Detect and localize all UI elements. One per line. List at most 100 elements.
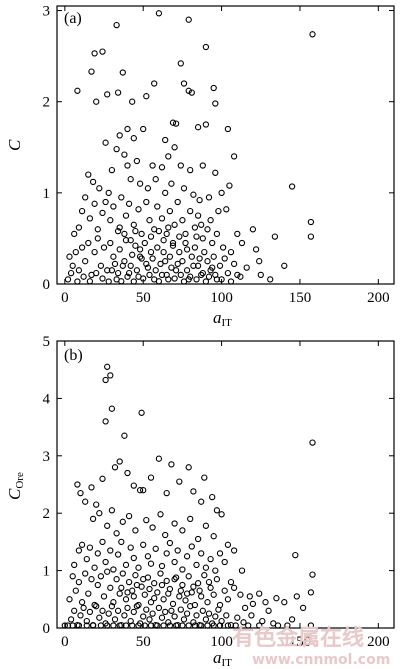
- data-point: [97, 573, 105, 580]
- data-point: [166, 622, 174, 629]
- data-point: [121, 612, 128, 619]
- data-point: [265, 607, 272, 614]
- data-point: [121, 230, 128, 238]
- data-point: [91, 200, 98, 207]
- data-point: [176, 233, 183, 240]
- data-point: [155, 604, 163, 612]
- scatter-points-a: [64, 10, 316, 285]
- data-point: [135, 601, 142, 609]
- data-point: [71, 561, 78, 569]
- data-point: [193, 276, 200, 283]
- x-axis-label-b: aIT: [213, 648, 232, 669]
- data-point: [171, 558, 178, 566]
- data-point: [199, 607, 206, 614]
- data-point: [152, 176, 159, 183]
- data-point: [155, 10, 163, 17]
- data-point: [179, 217, 186, 224]
- data-point: [185, 87, 192, 94]
- data-point: [99, 48, 106, 55]
- data-point: [127, 544, 134, 551]
- data-point: [118, 538, 125, 546]
- data-point: [238, 239, 246, 247]
- data-point: [136, 487, 144, 494]
- data-point: [187, 166, 194, 174]
- data-point: [135, 206, 142, 213]
- data-point: [69, 262, 76, 269]
- data-point: [210, 622, 217, 629]
- watermark: 有色金属在线 www.cnnmol.com: [232, 625, 390, 668]
- plot-frame-b: [56, 340, 395, 629]
- data-point: [202, 121, 210, 128]
- data-point: [127, 176, 134, 183]
- data-point: [221, 558, 228, 566]
- data-point: [226, 182, 233, 189]
- data-point: [130, 278, 137, 285]
- data-point: [118, 278, 125, 285]
- data-point: [133, 581, 141, 589]
- data-point: [116, 622, 123, 629]
- data-point: [171, 520, 178, 527]
- data-point: [187, 515, 194, 523]
- data-point: [201, 572, 208, 579]
- data-point: [243, 264, 250, 271]
- data-point: [71, 607, 78, 614]
- data-point: [147, 622, 155, 629]
- data-point: [224, 622, 232, 629]
- data-point: [256, 258, 263, 265]
- data-point: [215, 606, 222, 613]
- data-point: [129, 251, 136, 258]
- y-axis-label-a: C: [5, 139, 24, 151]
- y-tick-label: 5: [43, 334, 51, 350]
- data-point: [93, 269, 100, 277]
- data-point: [180, 185, 188, 192]
- data-point: [187, 603, 194, 610]
- data-point: [102, 198, 109, 206]
- data-point: [204, 258, 211, 265]
- data-point: [183, 590, 191, 597]
- data-point: [121, 258, 128, 265]
- data-point: [160, 248, 167, 256]
- data-point: [138, 255, 145, 262]
- data-point: [193, 612, 200, 619]
- data-point: [171, 275, 178, 282]
- data-point: [245, 622, 252, 629]
- data-point: [129, 622, 136, 629]
- data-point: [104, 91, 111, 98]
- data-point: [96, 510, 103, 517]
- data-point: [67, 269, 75, 277]
- data-point: [227, 578, 235, 586]
- data-point: [113, 530, 120, 537]
- data-point: [149, 255, 156, 262]
- data-point: [124, 273, 131, 280]
- data-point: [99, 209, 106, 217]
- data-point: [194, 580, 202, 587]
- data-point: [160, 622, 167, 629]
- data-point: [172, 120, 180, 127]
- data-point: [190, 619, 197, 626]
- data-point: [307, 218, 315, 226]
- data-point: [198, 271, 205, 279]
- data-point: [221, 587, 228, 594]
- data-point: [198, 622, 205, 629]
- data-point: [160, 237, 167, 244]
- data-point: [274, 622, 282, 629]
- data-point: [104, 522, 111, 529]
- data-point: [271, 233, 279, 240]
- data-point: [143, 606, 150, 613]
- data-point: [210, 253, 217, 260]
- data-point: [91, 50, 98, 57]
- data-point: [144, 553, 152, 560]
- data-point: [205, 578, 213, 586]
- data-point: [125, 200, 133, 207]
- y-axis-label-b: COre: [5, 472, 26, 500]
- data-point: [74, 481, 81, 488]
- data-point: [130, 221, 137, 228]
- data-point: [182, 230, 189, 238]
- data-point: [230, 547, 238, 554]
- y-tick-label: 0: [43, 277, 51, 293]
- data-point: [146, 217, 153, 224]
- data-point: [110, 599, 117, 606]
- data-point: [67, 616, 75, 623]
- data-point: [114, 269, 122, 277]
- data-point: [190, 262, 197, 269]
